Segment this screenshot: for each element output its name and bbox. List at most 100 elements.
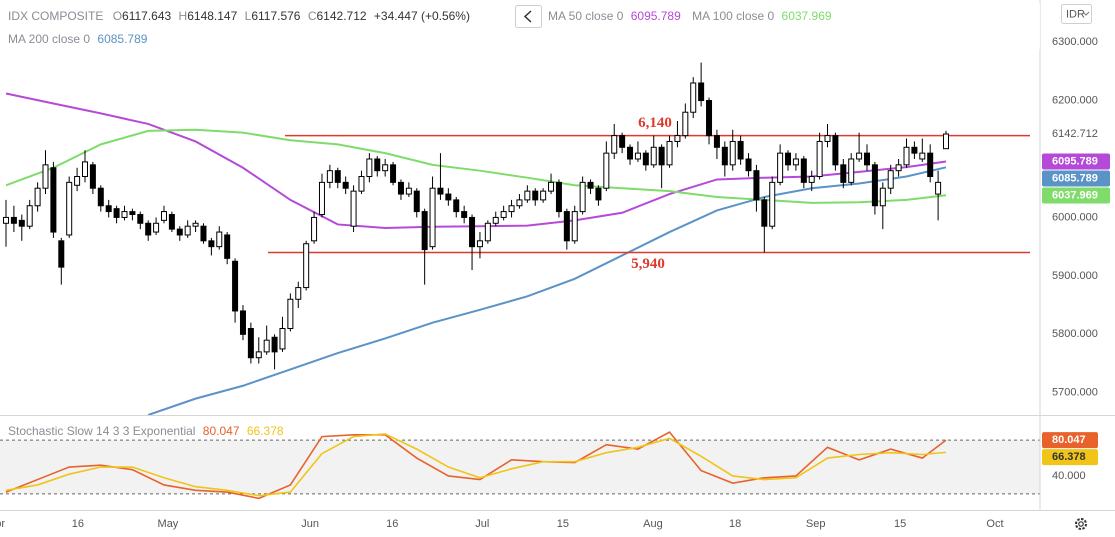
candle-body [587, 181, 594, 189]
ma100-name: MA 100 close 0 [692, 9, 774, 23]
candle-body [761, 199, 768, 227]
candle-body [176, 228, 183, 236]
x-tick-label: 18 [729, 518, 741, 530]
x-tick-label: Oct [986, 518, 1003, 530]
candle-body [919, 152, 926, 160]
candle-body [81, 161, 88, 178]
currency-box[interactable] [1061, 4, 1092, 24]
candle-body [271, 336, 278, 353]
candle-body [334, 170, 341, 183]
price-tag [1042, 432, 1098, 449]
candle-body [445, 193, 452, 201]
candle-body [105, 205, 112, 213]
price-tag-label: 80.047 [1052, 434, 1086, 446]
candle-body [753, 170, 760, 201]
candle-body [611, 135, 618, 154]
candle-body [903, 146, 910, 166]
candle-body [374, 158, 381, 172]
candle-body [745, 158, 752, 172]
candle-body [555, 181, 562, 213]
candle-body [808, 176, 815, 183]
candle-body [121, 211, 128, 218]
candle-body [887, 170, 894, 189]
candle-body [627, 146, 634, 160]
ma50-name: MA 50 close 0 [548, 9, 624, 23]
candle-body [97, 187, 104, 207]
candle-body [192, 222, 199, 227]
candle-body [208, 240, 215, 248]
x-tick-label: Jun [301, 518, 319, 530]
candle-body [326, 170, 333, 183]
currency-label[interactable]: IDR [1066, 8, 1085, 20]
series-line [5, 433, 947, 497]
price-tags: 6095.789 6085.789 6037.969 80.047 66.378 [1042, 153, 1110, 466]
candle-body [42, 164, 49, 189]
currency-selector[interactable]: IDR [1061, 4, 1092, 24]
candle-body [516, 199, 523, 207]
candle-body [137, 214, 144, 224]
candle-body [540, 190, 547, 201]
collapse-button-box[interactable] [515, 5, 542, 28]
close-prefix: C [308, 9, 317, 23]
stochastic-title: Stochastic Slow 14 3 3 Exponential [8, 424, 195, 438]
candle-body [690, 82, 697, 113]
candle-body [864, 152, 871, 166]
candle-body [769, 181, 776, 227]
candle-body [366, 158, 373, 178]
candle-body [405, 187, 412, 195]
gear-center[interactable] [1078, 521, 1084, 527]
candle-body [579, 181, 586, 213]
settings-button[interactable] [1075, 518, 1087, 530]
change: +34.447 (+0.56%) [374, 9, 470, 23]
candle-body [200, 225, 207, 242]
candle-body [26, 205, 33, 227]
level-label: 6,140 [638, 115, 672, 131]
candle-body [840, 164, 847, 183]
candle-body [50, 167, 57, 233]
candle-body [18, 219, 25, 227]
candle-body [548, 181, 555, 192]
candle-body [800, 158, 807, 183]
x-tick-label: 15 [894, 518, 906, 530]
candle-body [500, 211, 507, 218]
candle-body [603, 152, 610, 189]
candle-body [263, 339, 270, 353]
collapse-icon[interactable] [523, 10, 532, 23]
y-tick-label: 5800.000 [1052, 328, 1098, 340]
candle-body [706, 100, 713, 137]
x-tick-label: Jul [475, 518, 489, 530]
candle-body [777, 152, 784, 183]
candle-body [832, 135, 839, 166]
candle-body [666, 140, 673, 166]
currency-caret[interactable] [1082, 11, 1090, 16]
y-tick-label: 6200.000 [1052, 94, 1098, 106]
price-tag [1042, 170, 1110, 187]
y-tick-label: 6000.000 [1052, 211, 1098, 223]
ma200-value: 6085.789 [97, 32, 147, 46]
candle-body [721, 146, 728, 166]
series-line [5, 128, 947, 204]
candle-body [437, 187, 444, 195]
candle-body [303, 243, 310, 289]
candle-body [674, 135, 681, 142]
candle-body [160, 211, 167, 221]
x-tick-label: Sep [806, 518, 826, 530]
candle-body [824, 135, 831, 142]
price-tag-label: 6085.789 [1052, 172, 1098, 184]
open-prefix: O [113, 9, 122, 23]
candle-body [358, 176, 365, 192]
candle-body [650, 146, 657, 166]
candle-body [66, 181, 73, 236]
candle-body [216, 231, 223, 248]
candle-body [255, 351, 262, 359]
candle-body [532, 190, 539, 201]
candle-body [476, 240, 483, 248]
candle-body [247, 327, 254, 359]
collapse-button[interactable] [515, 5, 542, 28]
x-tick-label: Aug [643, 518, 663, 530]
gear-teeth[interactable] [1075, 518, 1087, 530]
candle-body [350, 190, 357, 227]
